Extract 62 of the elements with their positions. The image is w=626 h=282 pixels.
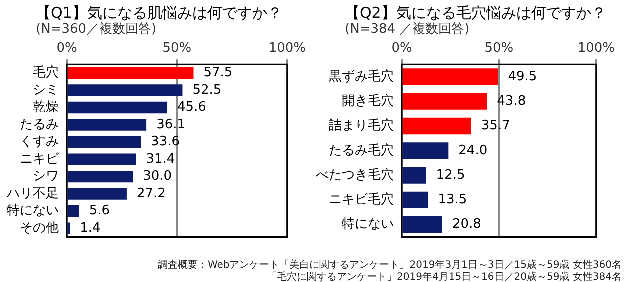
data-label: 5.6 bbox=[89, 204, 110, 219]
x-tick-label: 100% bbox=[268, 41, 306, 56]
data-label: 36.1 bbox=[156, 117, 186, 132]
data-label: 52.5 bbox=[192, 82, 222, 98]
x-tick-label: 0% bbox=[392, 41, 412, 56]
data-label: 12.5 bbox=[436, 168, 466, 183]
chart-subtitle: (N=384 ／複数回答) bbox=[345, 22, 470, 38]
x-tick-label: 50% bbox=[484, 41, 514, 56]
y-tick-label: べたつき毛穴 bbox=[316, 168, 394, 183]
x-tick-label: 50% bbox=[162, 41, 192, 56]
data-label: 31.4 bbox=[146, 152, 176, 167]
y-tick-label: 開き毛穴 bbox=[342, 94, 394, 109]
data-label: 57.5 bbox=[204, 66, 233, 81]
text: 「毛穴に関するアンケート」2019年4月15日～16日／20歳～59歳 女性384名 bbox=[266, 272, 622, 282]
data-label: 24.0 bbox=[458, 143, 488, 158]
bar bbox=[402, 192, 428, 209]
data-label: 13.5 bbox=[438, 192, 468, 208]
bar bbox=[402, 118, 472, 135]
data-label: 33.6 bbox=[151, 134, 180, 150]
chart-subtitle: (N=360／複数回答) bbox=[36, 22, 157, 38]
bar bbox=[402, 142, 449, 160]
data-label: 1.4 bbox=[80, 220, 101, 236]
y-tick-label: たるみ毛穴 bbox=[329, 143, 394, 158]
y-tick-label: たるみ bbox=[20, 117, 59, 132]
y-tick-label: 詰まり毛穴 bbox=[329, 118, 394, 134]
y-tick-label: シワ bbox=[33, 169, 59, 184]
bar bbox=[68, 188, 127, 200]
x-tick-label: 100% bbox=[578, 41, 616, 56]
y-tick-label: シミ bbox=[33, 82, 59, 98]
data-label: 43.8 bbox=[497, 94, 526, 109]
y-tick-label: 黒ずみ毛穴 bbox=[329, 69, 394, 84]
bar bbox=[68, 102, 168, 114]
y-tick-label: 特にない bbox=[7, 204, 59, 219]
bar bbox=[68, 170, 134, 183]
bar bbox=[68, 136, 142, 148]
bar bbox=[402, 93, 488, 110]
data-label: 45.6 bbox=[178, 100, 206, 116]
y-tick-label: 乾燥 bbox=[33, 100, 59, 116]
y-tick-label: ニキビ毛穴 bbox=[329, 192, 394, 208]
bar bbox=[68, 205, 80, 218]
data-label: 49.5 bbox=[508, 69, 538, 84]
y-tick-label: 特にない bbox=[342, 217, 394, 232]
chart-title: 【Q1】気になる肌悩みは何ですか？ bbox=[36, 4, 282, 22]
bar bbox=[402, 216, 442, 234]
text: 調査概要：Webアンケート「美白に関するアンケート」2019年3月1日～3日／15歳～59歳 女性360名 bbox=[158, 260, 622, 272]
bar bbox=[402, 167, 426, 184]
data-label: 30.0 bbox=[143, 169, 172, 184]
bar bbox=[68, 67, 194, 80]
bar bbox=[402, 68, 498, 86]
bar bbox=[68, 119, 147, 131]
y-tick-label: 毛穴 bbox=[33, 66, 59, 81]
y-tick-label: くすみ bbox=[20, 134, 59, 150]
data-label: 20.8 bbox=[452, 217, 482, 232]
data-label: 35.7 bbox=[481, 118, 510, 134]
data-label: 27.2 bbox=[136, 186, 166, 202]
bar bbox=[68, 84, 183, 96]
y-tick-label: ハリ不足 bbox=[6, 186, 59, 202]
chart-title: 【Q2】気になる毛穴悩みは何ですか？ bbox=[345, 4, 606, 22]
bar bbox=[68, 154, 136, 166]
x-tick-label: 0% bbox=[56, 41, 78, 56]
y-tick-label: ニキビ bbox=[20, 152, 60, 167]
y-tick-label: その他 bbox=[20, 220, 59, 236]
